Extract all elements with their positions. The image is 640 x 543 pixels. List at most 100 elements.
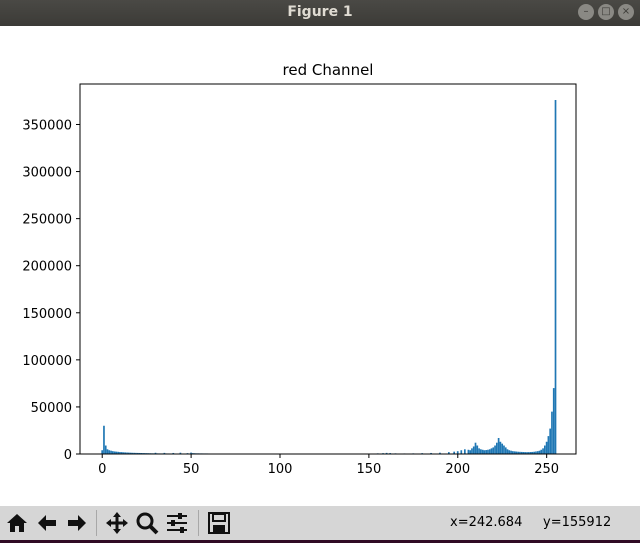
- plot-frame: [79, 83, 577, 455]
- home-button[interactable]: [4, 510, 30, 536]
- zoom-button[interactable]: [134, 510, 160, 536]
- histogram-bar: [492, 447, 495, 454]
- histogram-bar: [117, 451, 120, 454]
- histogram-bar: [517, 451, 520, 454]
- y-tick-label: 0: [64, 448, 72, 463]
- histogram-bar: [485, 450, 488, 454]
- home-icon: [7, 514, 27, 532]
- histogram-bar: [129, 452, 132, 454]
- histogram-bar: [496, 442, 498, 454]
- histogram-bar: [448, 452, 450, 454]
- histogram-bar: [115, 451, 118, 454]
- histogram-bar: [131, 452, 134, 454]
- forward-arrow-icon: [68, 515, 86, 531]
- histogram-bar: [163, 452, 166, 454]
- histogram-bar: [469, 450, 472, 454]
- background-terminal: [0, 540, 640, 543]
- histogram-bar: [467, 449, 470, 454]
- histogram-bar: [526, 452, 528, 454]
- histogram-bar: [136, 452, 139, 454]
- back-arrow-icon: [38, 515, 56, 531]
- histogram-bar: [506, 449, 509, 454]
- histogram-bar: [542, 448, 544, 454]
- histogram-bar: [126, 452, 128, 454]
- histogram-bar: [549, 428, 552, 454]
- histogram-bar: [504, 447, 507, 454]
- forward-button[interactable]: [64, 510, 90, 536]
- histogram-bar: [520, 451, 523, 454]
- minimize-icon[interactable]: –: [578, 4, 594, 20]
- histogram-bar: [385, 452, 388, 454]
- histogram-bar: [544, 445, 546, 454]
- histogram-bar: [503, 445, 505, 454]
- figure-canvas[interactable]: red Channel 0 50 100 150 200 250 0 50000 100000 1…: [0, 26, 640, 506]
- x-tick-label: 50: [183, 462, 200, 477]
- histogram-bar: [497, 437, 500, 454]
- histogram-bar: [476, 445, 479, 454]
- histogram-chart: red Channel 0 50 100 150 200 250 0 50000 100000 1…: [22, 61, 577, 477]
- histogram-bar: [494, 445, 496, 454]
- configure-subplots-button[interactable]: [164, 510, 190, 536]
- cursor-coordinates: x=242.684 y=155912: [450, 515, 611, 530]
- save-button[interactable]: [206, 510, 232, 536]
- histogram-bar: [533, 451, 536, 454]
- histogram-bar: [499, 441, 502, 454]
- zoom-icon: [136, 512, 159, 535]
- histogram-bar: [512, 451, 514, 454]
- pan-icon: [106, 512, 128, 534]
- y-tick-label: 300000: [22, 166, 72, 181]
- histogram-bar: [128, 452, 130, 454]
- x-readout: x=242.684: [450, 515, 523, 530]
- histogram-bar: [133, 452, 136, 454]
- histogram-bar: [135, 452, 137, 454]
- histogram-bar: [487, 449, 489, 454]
- maximize-icon[interactable]: □: [598, 4, 614, 20]
- histogram-bar: [124, 452, 127, 454]
- histogram-bar: [120, 452, 123, 454]
- window-title: Figure 1: [287, 4, 353, 20]
- save-icon: [208, 512, 230, 534]
- histogram-bar: [481, 449, 484, 454]
- pan-button[interactable]: [104, 510, 130, 536]
- histogram-bar: [122, 452, 125, 454]
- configure-subplots-icon: [167, 513, 187, 533]
- histogram-bar: [190, 452, 192, 454]
- histogram-bar: [531, 451, 534, 454]
- x-tick-label: 100: [268, 462, 293, 477]
- histogram-bar: [119, 452, 121, 454]
- chart-title: red Channel: [283, 61, 374, 79]
- histogram-bar: [510, 450, 512, 454]
- toolbar-separator: [198, 510, 199, 536]
- histogram-bar: [529, 452, 532, 454]
- histogram-bar: [439, 452, 441, 454]
- histogram-bar: [490, 448, 493, 454]
- histogram-bar: [453, 451, 456, 454]
- histogram-bar: [483, 450, 486, 454]
- histogram-bar: [430, 452, 432, 454]
- histogram-bar: [103, 425, 105, 454]
- histogram-bar: [524, 452, 527, 454]
- histogram-bar: [112, 451, 114, 454]
- histogram-bar: [501, 443, 504, 454]
- histogram-bar: [488, 449, 491, 454]
- histogram-bar: [536, 451, 539, 454]
- histogram-bar: [519, 451, 521, 454]
- histogram-bar: [472, 446, 475, 454]
- histogram-bar: [104, 445, 107, 454]
- back-button[interactable]: [34, 510, 60, 536]
- histogram-bar: [508, 450, 511, 454]
- histogram-bar: [110, 450, 112, 454]
- histogram-bar: [101, 450, 104, 454]
- histogram-bar: [464, 449, 466, 454]
- close-icon[interactable]: ×: [618, 4, 634, 20]
- histogram-bar: [474, 442, 477, 454]
- histogram-bar: [540, 449, 543, 454]
- toolbar-separator: [96, 510, 97, 536]
- navigation-toolbar: x=242.684 y=155912: [0, 506, 640, 540]
- histogram-bar: [480, 449, 482, 454]
- x-tick-label: 150: [356, 462, 381, 477]
- histogram-bar: [551, 411, 553, 454]
- y-tick-label: 50000: [31, 401, 72, 416]
- x-tick-label: 200: [445, 462, 470, 477]
- histogram-bar: [547, 436, 550, 454]
